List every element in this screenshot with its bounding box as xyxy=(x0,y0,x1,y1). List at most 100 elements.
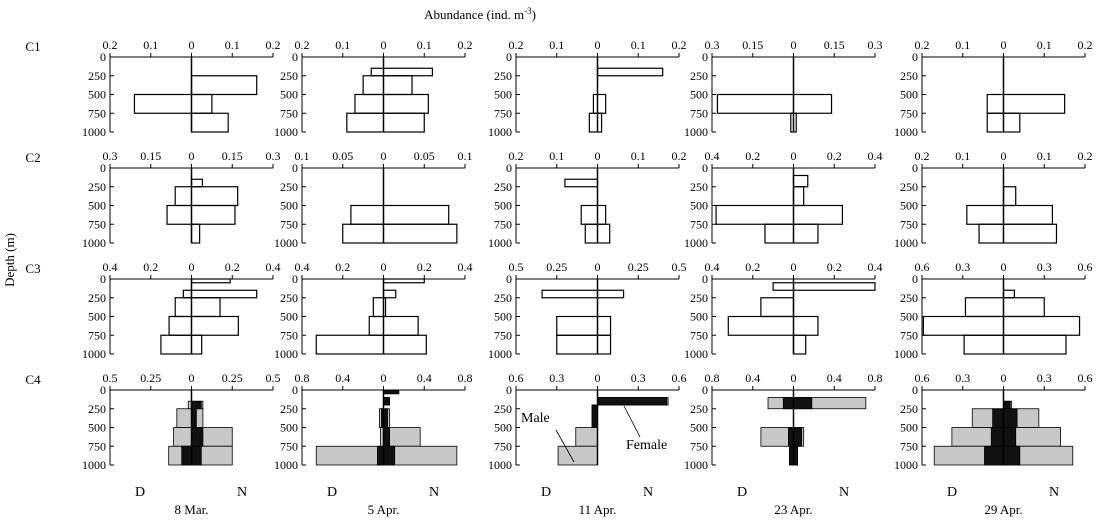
abundance-tick-label: 0.3 xyxy=(868,38,883,52)
day-label: D xyxy=(737,485,747,500)
depth-tick-label: 250 xyxy=(690,402,708,416)
abundance-tick-label: 0 xyxy=(1001,149,1007,163)
abundance-tick-label: 0.1 xyxy=(417,38,432,52)
abundance-tick-label: 0.2 xyxy=(417,260,432,274)
abundance-bar xyxy=(760,297,795,318)
abundance-tick-label: 0.2 xyxy=(509,149,524,163)
depth-tick-label: 0 xyxy=(702,272,708,286)
depth-tick-label: 250 xyxy=(900,180,918,194)
depth-tick-label: 250 xyxy=(494,180,512,194)
depth-tick-label: 1000 xyxy=(894,236,918,250)
abundance-tick-label: 0.5 xyxy=(509,260,524,274)
abundance-tick-label: 0.5 xyxy=(103,371,118,385)
abundance-tick-label: 0.2 xyxy=(745,149,760,163)
depth-tick-label: 0 xyxy=(292,272,298,286)
depth-tick-label: 0 xyxy=(702,50,708,64)
depth-tick-label: 0 xyxy=(100,383,106,397)
abundance-tick-label: 0.2 xyxy=(1078,149,1093,163)
abundance-tick-label: 0.8 xyxy=(295,371,310,385)
abundance-tick-label: 0.25 xyxy=(628,260,649,274)
depth-tick-label: 1000 xyxy=(894,458,918,472)
date-label: 23 Apr. xyxy=(774,502,812,517)
abundance-tick-label: 0.05 xyxy=(332,149,353,163)
depth-tick-label: 0 xyxy=(702,161,708,175)
female-bar xyxy=(1003,400,1011,410)
abundance-tick-label: 0.3 xyxy=(266,149,281,163)
depth-tick-label: 750 xyxy=(690,439,708,453)
abundance-bar xyxy=(190,278,231,284)
abundance-tick-label: 0.4 xyxy=(335,371,350,385)
abundance-tick-label: 0 xyxy=(189,260,195,274)
abundance-tick-label: 0.4 xyxy=(266,260,281,274)
abundance-bar xyxy=(564,178,599,188)
abundance-tick-label: 0.1 xyxy=(458,149,473,163)
depth-tick-label: 500 xyxy=(900,310,918,324)
abundance-bar xyxy=(190,112,229,133)
abundance-tick-label: 0.6 xyxy=(1078,371,1093,385)
depth-tick-label: 1000 xyxy=(82,458,106,472)
abundance-tick-label: 0.25 xyxy=(546,260,567,274)
abundance-tick-label: 0 xyxy=(381,371,387,385)
abundance-bar xyxy=(716,93,833,114)
abundance-tick-label: 0.1 xyxy=(1037,149,1052,163)
depth-tick-label: 500 xyxy=(494,88,512,102)
abundance-tick-label: 0.2 xyxy=(225,260,240,274)
depth-tick-label: 250 xyxy=(88,402,106,416)
depth-tick-label: 500 xyxy=(88,421,106,435)
abundance-tick-label: 0.4 xyxy=(745,371,760,385)
abundance-tick-label: 0.2 xyxy=(103,38,118,52)
row-label-c1: C1 xyxy=(25,39,40,54)
abundance-tick-label: 0.3 xyxy=(1037,260,1052,274)
day-label: D xyxy=(947,485,957,500)
abundance-bar xyxy=(354,93,429,114)
depth-tick-label: 0 xyxy=(292,50,298,64)
depth-tick-label: 250 xyxy=(900,402,918,416)
abundance-bar xyxy=(541,289,625,299)
female-callout-label: Female xyxy=(626,438,667,453)
male-callout-line xyxy=(555,429,575,463)
abundance-bar xyxy=(166,204,236,225)
abundance-tick-label: 0.3 xyxy=(955,260,970,274)
abundance-bar xyxy=(174,297,221,318)
female-bar xyxy=(191,400,202,410)
depth-tick-label: 0 xyxy=(912,161,918,175)
abundance-tick-label: 0.4 xyxy=(458,260,473,274)
depth-tick-label: 250 xyxy=(690,180,708,194)
abundance-tick-label: 0.4 xyxy=(705,149,720,163)
depth-tick-label: 1000 xyxy=(488,458,512,472)
depth-tick-label: 500 xyxy=(494,310,512,324)
abundance-tick-label: 0.2 xyxy=(458,38,473,52)
abundance-bar xyxy=(596,67,664,77)
abundance-bar xyxy=(160,334,203,355)
abundance-tick-label: 0 xyxy=(791,260,797,274)
depth-tick-label: 500 xyxy=(900,88,918,102)
depth-tick-label: 500 xyxy=(88,88,106,102)
abundance-tick-label: 0.1 xyxy=(549,149,564,163)
abundance-tick-label: 0.1 xyxy=(295,149,310,163)
female-bar xyxy=(383,427,391,447)
abundance-tick-label: 0 xyxy=(595,371,601,385)
abundance-tick-label: 0.2 xyxy=(672,38,687,52)
depth-tick-label: 500 xyxy=(690,199,708,213)
day-label: D xyxy=(135,485,145,500)
abundance-tick-label: 0 xyxy=(791,371,797,385)
depth-tick-label: 250 xyxy=(494,291,512,305)
depth-tick-label: 500 xyxy=(900,421,918,435)
abundance-tick-label: 0.25 xyxy=(222,371,243,385)
abundance-tick-label: 0.3 xyxy=(705,38,720,52)
depth-tick-label: 500 xyxy=(88,199,106,213)
depth-tick-label: 500 xyxy=(280,199,298,213)
female-bar xyxy=(992,408,1018,428)
depth-tick-label: 0 xyxy=(702,383,708,397)
depth-tick-label: 1000 xyxy=(82,347,106,361)
abundance-bar xyxy=(964,297,1045,318)
abundance-tick-label: 0 xyxy=(595,149,601,163)
abundance-tick-label: 0 xyxy=(381,38,387,52)
row-label-c3: C3 xyxy=(25,261,40,276)
depth-tick-label: 750 xyxy=(88,106,106,120)
male-bar xyxy=(557,445,598,466)
depth-tick-label: 1000 xyxy=(274,347,298,361)
abundance-bar xyxy=(133,93,213,114)
abundance-bar xyxy=(764,223,819,244)
abundance-tick-label: 0 xyxy=(381,260,387,274)
